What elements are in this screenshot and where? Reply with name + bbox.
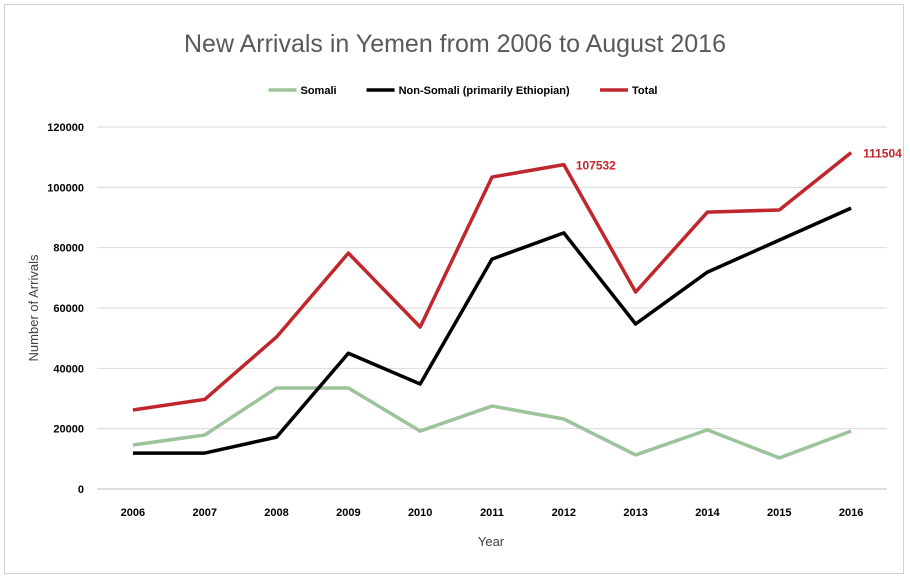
x-tick-label: 2016 xyxy=(839,507,863,519)
y-tick-label: 60000 xyxy=(53,303,84,315)
y-tick-label: 120000 xyxy=(47,122,84,134)
x-tick-label: 2015 xyxy=(767,507,791,519)
series-lines xyxy=(132,151,853,460)
data-label: 111504 xyxy=(863,147,902,161)
chart-title: New Arrivals in Yemen from 2006 to Augus… xyxy=(184,30,726,58)
x-tick-label: 2008 xyxy=(264,507,288,519)
data-labels: 107532 111504 xyxy=(576,147,902,173)
y-axis-ticks: 0 20000 40000 60000 80000 100000 120000 xyxy=(47,122,84,496)
x-tick-label: 2013 xyxy=(623,507,647,519)
x-tick-label: 2009 xyxy=(336,507,360,519)
series-line-non-somali xyxy=(132,206,852,455)
legend-label: Total xyxy=(632,85,657,97)
x-axis-label: Year xyxy=(478,534,505,549)
x-tick-label: 2014 xyxy=(695,507,720,519)
y-tick-label: 80000 xyxy=(53,243,84,255)
legend: Somali Non-Somali (primarily Ethiopian) To… xyxy=(268,85,658,97)
chart-frame xyxy=(4,4,904,574)
series-line-total xyxy=(132,151,853,412)
y-tick-label: 40000 xyxy=(53,363,84,375)
gridlines xyxy=(97,126,887,490)
y-axis-label: Number of Arrivals xyxy=(26,254,41,361)
series-line-somali xyxy=(132,386,852,460)
x-tick-label: 2006 xyxy=(121,507,145,519)
y-tick-label: 0 xyxy=(78,484,84,496)
y-tick-label: 100000 xyxy=(47,182,84,194)
data-label: 107532 xyxy=(576,159,616,173)
x-tick-label: 2010 xyxy=(408,507,432,519)
x-tick-label: 2011 xyxy=(480,507,504,519)
legend-label: Somali xyxy=(300,85,336,97)
y-tick-label: 20000 xyxy=(53,424,84,436)
x-tick-label: 2007 xyxy=(192,507,216,519)
legend-label: Non-Somali (primarily Ethiopian) xyxy=(399,85,570,97)
x-tick-label: 2012 xyxy=(552,507,576,519)
x-axis-ticks: 2006 2007 2008 2009 2010 2011 2012 2013 2014 2015… xyxy=(121,507,864,519)
